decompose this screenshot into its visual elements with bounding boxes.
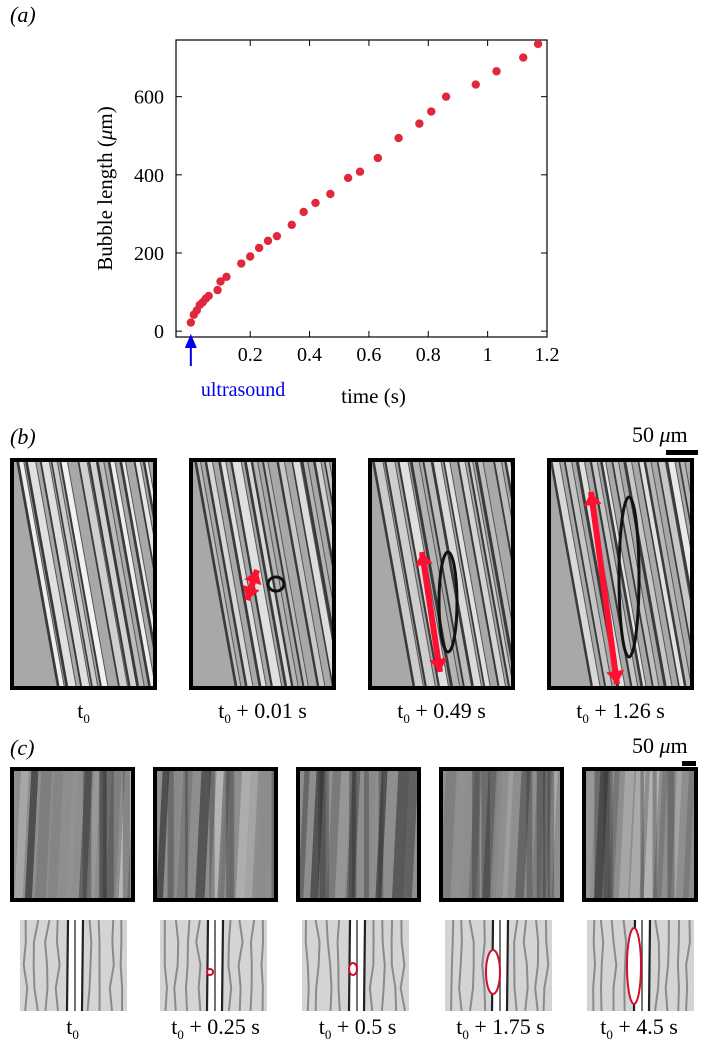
time-label-c-4: t0 + 1.75 s [433, 1014, 568, 1043]
time-label-b-2: t0 + 0.01 s [189, 698, 336, 727]
y-tick-label: 200 [134, 243, 164, 265]
data-point [344, 174, 352, 182]
data-point [237, 259, 245, 267]
micrograph-c-5 [582, 767, 698, 902]
x-tick-label: 1 [483, 344, 493, 366]
data-point [374, 154, 382, 162]
bubble-outline [627, 928, 641, 1004]
x-tick-label: 0.8 [416, 344, 441, 366]
time-label-c-3: t0 + 0.5 s [290, 1014, 425, 1043]
data-point [472, 80, 480, 88]
panel-c-scale-m: m [671, 733, 688, 758]
y-axis-label: Bubble length (μm) [93, 106, 117, 271]
data-point [255, 244, 263, 252]
bubble-outline [349, 963, 357, 975]
y-tick-label: 600 [134, 87, 164, 109]
data-point [534, 40, 542, 48]
y-tick-label: 400 [134, 165, 164, 187]
data-point [273, 232, 281, 240]
panel-c-scale-value: 50 [632, 733, 654, 758]
panel-c-scale-bar [682, 761, 696, 766]
bubble-outline [486, 950, 500, 994]
x-tick-label: 0.4 [297, 344, 322, 366]
x-tick-label: 1.2 [535, 344, 560, 366]
micrograph-c-3 [296, 767, 421, 902]
time-label-b-1: t0 [10, 698, 157, 727]
micrograph-b-1 [10, 458, 157, 690]
time-label-c-5: t0 + 4.5 s [573, 1014, 705, 1043]
data-point [519, 53, 527, 61]
x-tick-label: 0.6 [356, 344, 381, 366]
data-point [326, 190, 334, 198]
data-point [299, 208, 307, 216]
time-label-b-3: t0 + 0.49 s [368, 698, 515, 727]
data-point [222, 273, 230, 281]
data-point [204, 292, 212, 300]
micrograph-b-3 [368, 458, 515, 690]
panel-b-scale-mu: μ [660, 422, 671, 447]
panel-b-label: (b) [10, 424, 36, 450]
micrograph-c-1 [10, 767, 135, 902]
data-point [288, 221, 296, 229]
data-point [311, 199, 319, 207]
panel-b-scale-value: 50 [632, 422, 654, 447]
panel-b-scale-m: m [671, 422, 688, 447]
micrograph-c-4 [439, 767, 564, 902]
simulation-sketch-4 [445, 920, 552, 1011]
time-label-b-4: t0 + 1.26 s [547, 698, 694, 727]
data-point [246, 252, 254, 260]
panel-b-scale-bar [666, 450, 698, 455]
data-point [394, 134, 402, 142]
panel-c-scale-label: 50 μm [632, 733, 688, 759]
bubble-outline [207, 969, 213, 975]
data-point [427, 107, 435, 115]
plot-frame [176, 40, 547, 337]
time-label-c-2: t0 + 0.25 s [148, 1014, 283, 1043]
data-point [442, 92, 450, 100]
data-point [213, 286, 221, 294]
micrograph-c-2 [153, 767, 278, 902]
micrograph-b-2 [189, 458, 336, 690]
ultrasound-arrow-icon [185, 334, 197, 348]
simulation-sketch-3 [302, 920, 409, 1011]
simulation-sketch-1 [20, 920, 127, 1011]
micrograph-b-4 [547, 458, 694, 690]
x-tick-label: 0.2 [238, 344, 263, 366]
ultrasound-label: ultrasound [201, 379, 285, 401]
time-label-c-1: t0 [5, 1014, 140, 1043]
panel-c-label: (c) [10, 735, 34, 761]
data-point [187, 318, 195, 326]
x-axis-label: time (s) [341, 384, 406, 408]
data-point [492, 67, 500, 75]
panel-b-scale-label: 50 μm [632, 422, 688, 448]
simulation-sketch-2 [160, 920, 267, 1011]
y-tick-label: 0 [154, 321, 164, 343]
bubble-length-chart: 0.2 0.4 0.6 0.8 1 1.2 0 200 400 600 time (s) Bubble… [0, 0, 705, 420]
data-point [415, 119, 423, 127]
simulation-sketch-5 [587, 920, 694, 1011]
data-point [356, 167, 364, 175]
panel-c-scale-mu: μ [660, 733, 671, 758]
data-point [264, 237, 272, 245]
